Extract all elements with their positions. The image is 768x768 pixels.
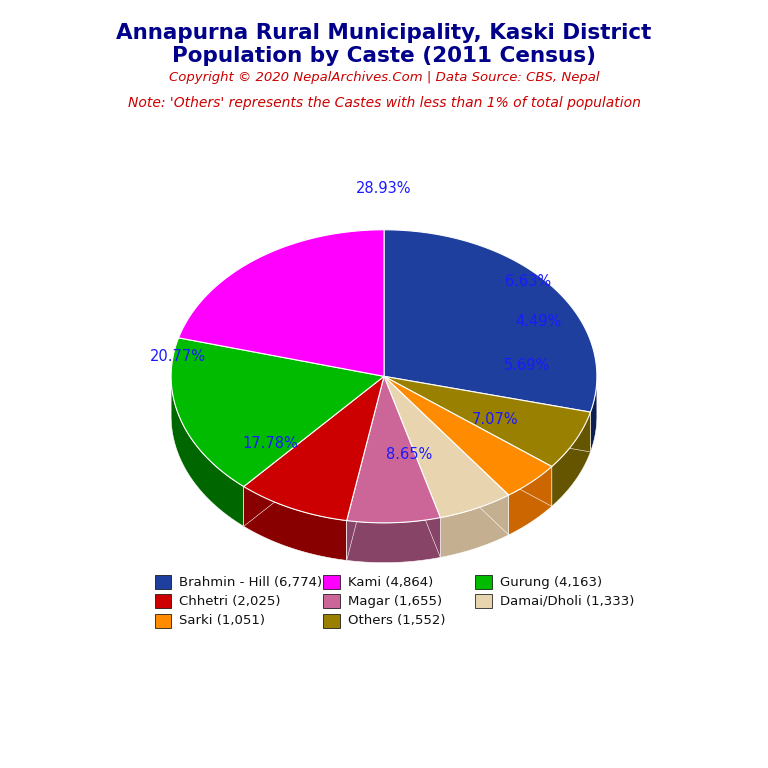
Polygon shape [346,376,440,523]
Text: Others (1,552): Others (1,552) [348,614,445,627]
Polygon shape [243,376,384,526]
Bar [323,614,339,627]
Text: Chhetri (2,025): Chhetri (2,025) [180,595,281,608]
Text: Copyright © 2020 NepalArchives.Com | Data Source: CBS, Nepal: Copyright © 2020 NepalArchives.Com | Dat… [169,71,599,84]
Polygon shape [384,376,591,452]
Text: 8.65%: 8.65% [386,447,432,462]
Polygon shape [384,376,591,452]
Text: 7.07%: 7.07% [472,412,518,427]
Text: Gurung (4,163): Gurung (4,163) [500,575,602,588]
Text: Kami (4,864): Kami (4,864) [348,575,433,588]
Bar [323,594,339,608]
Text: Annapurna Rural Municipality, Kaski District: Annapurna Rural Municipality, Kaski Dist… [116,23,652,43]
Polygon shape [179,230,384,376]
Polygon shape [591,376,597,452]
Polygon shape [243,487,346,561]
Text: 4.49%: 4.49% [515,313,562,329]
Bar [475,575,492,589]
Polygon shape [346,518,440,563]
Polygon shape [243,376,384,521]
Polygon shape [384,376,551,506]
Polygon shape [171,377,243,526]
Polygon shape [346,376,384,561]
Bar [154,575,171,589]
Text: Note: 'Others' represents the Castes with less than 1% of total population: Note: 'Others' represents the Castes wit… [127,96,641,110]
Bar [154,614,171,627]
Polygon shape [171,338,384,487]
Text: 20.77%: 20.77% [151,349,207,365]
Text: 28.93%: 28.93% [356,180,412,196]
Polygon shape [384,376,440,558]
Polygon shape [384,376,508,518]
Bar [154,594,171,608]
Polygon shape [384,376,551,506]
Text: 17.78%: 17.78% [243,436,299,452]
Text: 5.69%: 5.69% [504,358,550,372]
Polygon shape [346,376,384,561]
Polygon shape [384,376,508,535]
Bar [323,575,339,589]
Text: Brahmin - Hill (6,774): Brahmin - Hill (6,774) [180,575,323,588]
Polygon shape [551,412,591,506]
Polygon shape [384,376,440,558]
Polygon shape [243,376,384,526]
Polygon shape [384,230,597,412]
Text: Population by Caste (2011 Census): Population by Caste (2011 Census) [172,46,596,66]
Bar [475,594,492,608]
Text: Sarki (1,051): Sarki (1,051) [180,614,266,627]
Text: 6.63%: 6.63% [505,273,551,289]
Polygon shape [508,466,551,535]
Polygon shape [384,376,591,466]
Polygon shape [384,376,551,495]
Text: Damai/Dholi (1,333): Damai/Dholi (1,333) [500,595,634,608]
Text: Magar (1,655): Magar (1,655) [348,595,442,608]
Polygon shape [384,376,508,535]
Polygon shape [440,495,508,558]
